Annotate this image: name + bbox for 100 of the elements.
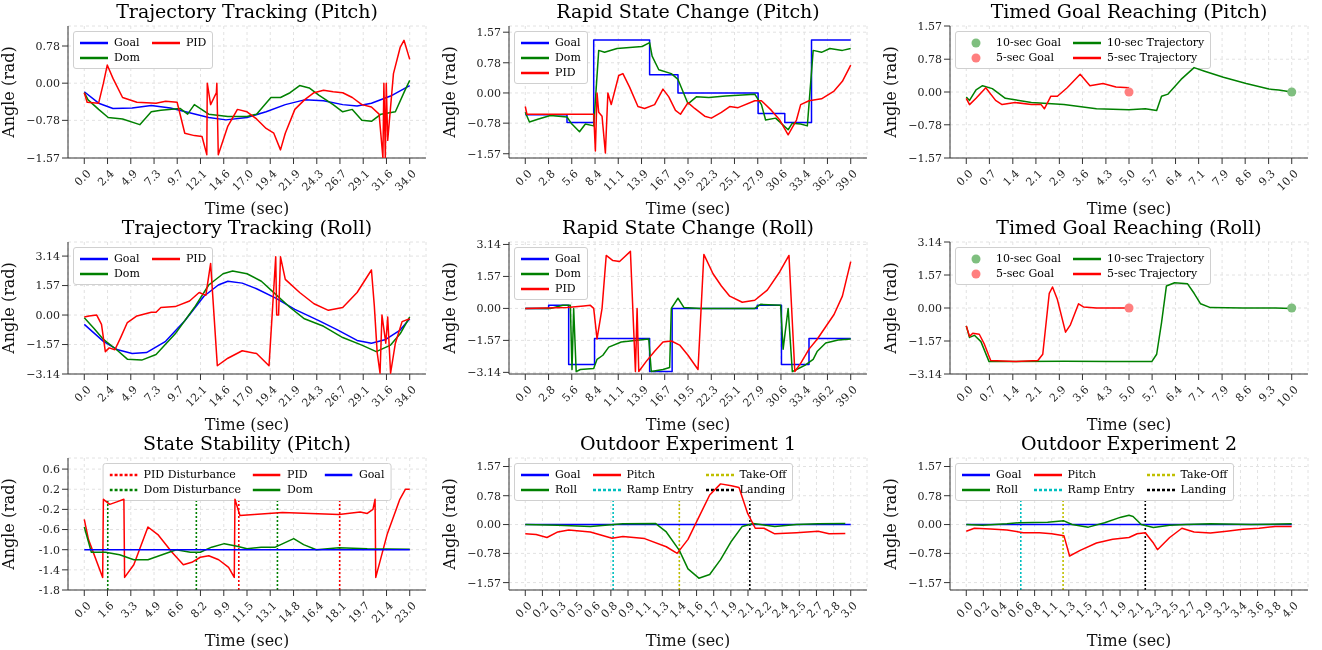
- x-tick-label: 7.9: [1209, 167, 1232, 189]
- y-tick-label: −1.57: [26, 151, 60, 165]
- legend-label: Goal: [114, 252, 140, 265]
- x-tick-label: 2.4: [95, 167, 117, 189]
- x-tick-label: 8.4: [582, 383, 605, 405]
- x-axis-title: Time (sec): [645, 631, 731, 650]
- legend-label: PID Disturbance: [143, 468, 236, 481]
- y-tick-label: −1.57: [908, 151, 942, 165]
- x-tick-label: 0.7: [977, 167, 999, 189]
- legend-label: Take-Off: [739, 468, 787, 481]
- chart-title: Outdoor Experiment 2: [1020, 432, 1238, 454]
- x-tick-label: 2.1: [1023, 167, 1046, 189]
- x-tick-label: 4.9: [118, 167, 140, 189]
- y-tick-label: 1.57: [476, 460, 501, 474]
- y-tick-label: 0.00: [917, 85, 942, 99]
- x-tick-label: 7.1: [1186, 383, 1208, 405]
- legend-label: 10-sec Goal: [996, 36, 1062, 49]
- line-series: [524, 522, 847, 579]
- line-series: [965, 525, 1293, 557]
- legend-label: Dom: [114, 267, 140, 280]
- x-tick-label: 1.4: [1000, 383, 1023, 405]
- legend-label: PID: [555, 282, 576, 295]
- legend-label: Ramp Entry: [626, 483, 694, 496]
- y-axis-title: Angle (rad): [0, 262, 18, 355]
- y-tick-label: -1.8: [38, 583, 60, 597]
- legend-label: 10-sec Trajectory: [1107, 36, 1205, 49]
- legend-label: Goal: [358, 468, 385, 481]
- x-tick-label: 7.3: [141, 167, 164, 189]
- y-tick-label: −3.14: [467, 366, 501, 380]
- line-series: [524, 250, 852, 373]
- legend-label: Roll: [996, 483, 1018, 496]
- legend-label: PID: [185, 36, 207, 49]
- x-tick-label: 6.4: [1163, 383, 1185, 405]
- x-axis-title: Time (sec): [1086, 415, 1172, 434]
- legend-label: Pitch: [1067, 468, 1097, 481]
- x-tick-label: 0.0: [512, 383, 535, 405]
- legend-label: PID: [555, 66, 576, 79]
- y-tick-label: 3.14: [917, 235, 942, 249]
- y-tick-label: 1.57: [917, 268, 942, 282]
- line-series: [965, 514, 1293, 529]
- legend-label: 10-sec Goal: [996, 252, 1062, 265]
- legend-label: Goal: [996, 468, 1022, 481]
- x-tick-label: 8.4: [582, 167, 605, 189]
- chart-title: Trajectory Tracking (Roll): [120, 216, 374, 238]
- line-series: [524, 483, 847, 555]
- x-axis-title: Time (sec): [645, 199, 731, 218]
- x-axis-title: Time (sec): [204, 415, 290, 434]
- legend-label: Take-Off: [1180, 468, 1228, 481]
- x-tick-label: 9.7: [164, 383, 187, 405]
- y-tick-label: 0.6: [42, 462, 60, 476]
- y-tick-label: 0.78: [35, 39, 60, 53]
- line-series: [524, 64, 852, 154]
- y-tick-label: 0.00: [476, 86, 501, 100]
- y-tick-label: 0.00: [917, 518, 942, 532]
- x-tick-label: 9.3: [1256, 383, 1278, 405]
- x-tick-label: 4.9: [118, 383, 140, 405]
- legend-label: Goal: [555, 252, 581, 265]
- y-axis-title: Angle (rad): [439, 46, 459, 139]
- line-series: [83, 39, 411, 158]
- y-tick-label: -1.4: [38, 563, 60, 577]
- x-tick-label: 5.7: [1139, 167, 1162, 189]
- x-tick-label: 9.3: [1256, 167, 1278, 189]
- legend-label: Dom: [555, 267, 581, 280]
- y-tick-label: 1.57: [917, 19, 942, 33]
- x-tick-label: 4.3: [1093, 383, 1116, 405]
- y-tick-label: 0.78: [917, 53, 942, 67]
- chart-title: Timed Goal Reaching (Roll): [995, 216, 1263, 238]
- x-axis-title: Time (sec): [1086, 199, 1172, 218]
- x-tick-label: 0.7: [977, 383, 999, 405]
- x-tick-label: 0.0: [71, 599, 94, 621]
- y-tick-label: 3.14: [35, 249, 60, 263]
- x-axis-title: Time (sec): [1086, 631, 1172, 650]
- x-tick-label: 4.3: [1093, 167, 1116, 189]
- x-axis-title: Time (sec): [204, 199, 290, 218]
- y-axis-title: Angle (rad): [880, 262, 900, 355]
- x-tick-label: 7.9: [1209, 383, 1232, 405]
- y-tick-label: 1.57: [476, 270, 501, 284]
- x-tick-label: 3.3: [118, 599, 141, 621]
- y-tick-label: −0.78: [467, 117, 501, 131]
- x-tick-label: 0.0: [953, 167, 976, 189]
- y-tick-label: 0.78: [476, 56, 501, 70]
- x-tick-label: 3.8: [1262, 599, 1284, 621]
- chart-title: Trajectory Tracking (Pitch): [115, 0, 379, 22]
- x-tick-label: 1.6: [95, 599, 117, 621]
- y-tick-label: −1.57: [26, 338, 60, 352]
- legend-label: PID: [185, 252, 207, 265]
- x-tick-label: 0.0: [71, 383, 94, 405]
- x-tick-label: 5.6: [559, 383, 581, 405]
- y-axis-title: Angle (rad): [439, 478, 459, 571]
- y-axis-title: Angle (rad): [880, 46, 900, 139]
- chart-title: State Stability (Pitch): [142, 432, 352, 454]
- y-tick-label: 0.78: [476, 489, 501, 503]
- x-tick-label: 0.0: [953, 383, 976, 405]
- x-tick-label: 4.9: [141, 599, 164, 621]
- legend-label: Dom Disturbance: [143, 483, 242, 496]
- x-tick-label: 5.0: [1116, 167, 1139, 189]
- x-axis-title: Time (sec): [204, 631, 290, 650]
- y-tick-label: −0.78: [467, 547, 501, 561]
- legend-label: Dom: [287, 483, 313, 496]
- x-tick-label: 2.4: [95, 383, 117, 405]
